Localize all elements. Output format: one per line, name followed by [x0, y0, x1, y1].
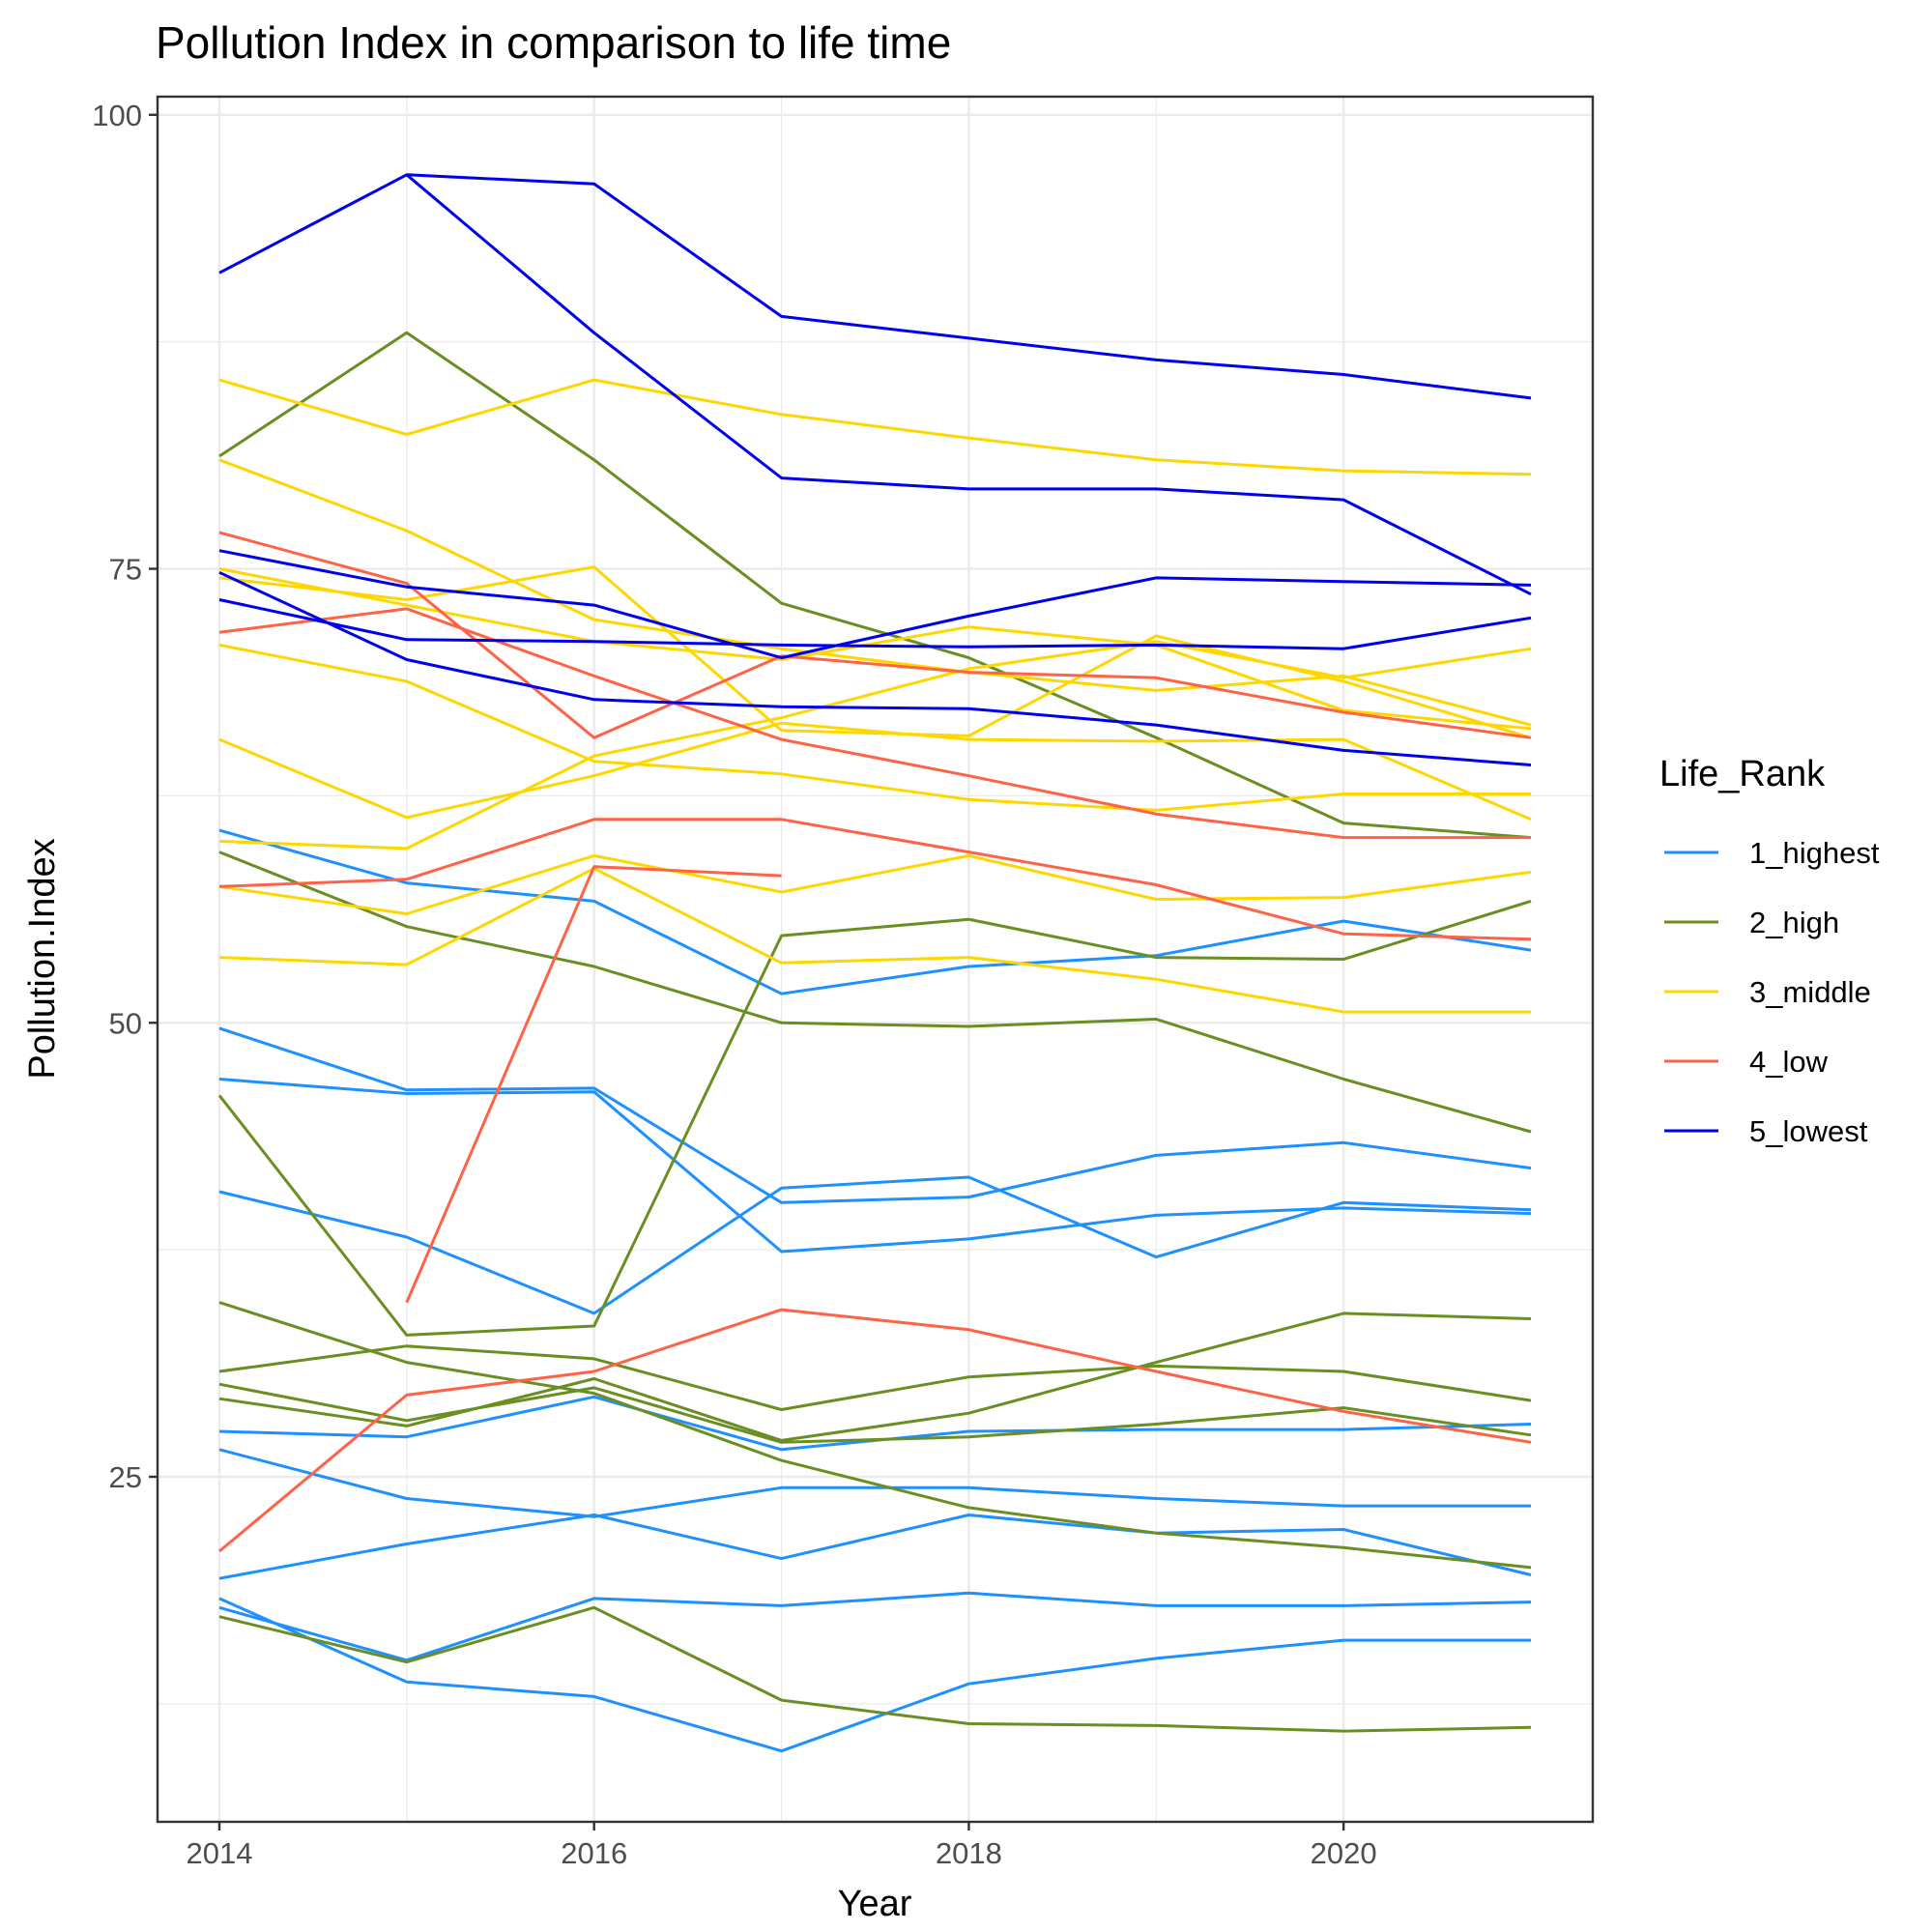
x-tick-label: 2014	[186, 1836, 252, 1870]
series-line-5_lowest-35	[218, 570, 1532, 766]
minor-gridlines	[158, 97, 1593, 1822]
series-line-3_middle-25	[218, 867, 1531, 1014]
series-line-3_middle-22	[218, 721, 1532, 822]
series-line-2_high-14	[218, 1344, 1532, 1411]
legend-label-3_middle: 3_middle	[1749, 975, 1871, 1009]
series-line-2_high-13	[218, 1301, 1532, 1570]
series-line-3_middle-23	[218, 640, 1532, 851]
series-line-1_highest-7	[218, 1514, 1532, 1580]
y-tick-label: 50	[109, 1006, 142, 1040]
legend: Life_Rank 1_highest 2_high 3_middle 4_low 5_…	[1659, 754, 1880, 1148]
series-line-2_high-16	[218, 1312, 1532, 1442]
series-line-5_lowest-34	[218, 598, 1532, 650]
series-line-2_high-17	[218, 1605, 1532, 1733]
series-line-3_middle-20	[218, 565, 1532, 739]
legend-label-2_high: 2_high	[1749, 906, 1839, 939]
x-tick-label: 2020	[1311, 1836, 1377, 1870]
series-line-2_high-10	[218, 331, 1532, 840]
y-tick-label: 100	[92, 99, 142, 132]
series-line-4_low-27	[218, 531, 1532, 739]
y-axis-ticks: 25 50 75 100	[92, 99, 158, 1494]
legend-label-4_low: 4_low	[1749, 1045, 1829, 1079]
legend-label-1_highest: 1_highest	[1749, 836, 1880, 870]
series-line-1_highest-6	[218, 1448, 1531, 1518]
legend-title: Life_Rank	[1659, 754, 1826, 794]
series-line-1_highest-9	[218, 1597, 1531, 1753]
series-line-3_middle-19	[218, 458, 1532, 727]
series-line-4_low-30	[405, 865, 782, 1304]
series-line-2_high-12	[217, 899, 1532, 1337]
series-lines	[217, 173, 1532, 1753]
series-line-1_highest-8	[218, 1591, 1532, 1662]
chart-title: Pollution Index in comparison to life ti…	[156, 17, 951, 68]
series-line-2_high-11	[218, 851, 1532, 1134]
series-line-1_highest-3	[218, 1078, 1532, 1254]
y-tick-label: 25	[109, 1460, 142, 1494]
y-tick-label: 75	[109, 553, 142, 587]
series-line-1_highest-4	[218, 1175, 1532, 1315]
x-tick-label: 2018	[936, 1836, 1002, 1870]
series-line-3_middle-24	[218, 853, 1532, 915]
series-line-5_lowest-36	[405, 173, 1532, 596]
series-line-4_low-29	[218, 818, 1532, 941]
series-line-3_middle-18	[218, 378, 1532, 476]
x-tick-label: 2016	[561, 1836, 627, 1870]
series-line-2_high-15	[218, 1382, 1532, 1444]
y-axis-title: Pollution.Index	[22, 838, 63, 1079]
x-axis-ticks: 2014 2016 2018 2020	[186, 1822, 1377, 1870]
series-line-4_low-31	[218, 1308, 1532, 1553]
series-line-3_middle-21	[218, 643, 1531, 812]
series-line-5_lowest-32	[218, 173, 1532, 400]
series-line-5_lowest-33	[218, 549, 1532, 660]
series-line-3_middle-26	[218, 567, 1532, 731]
series-line-4_low-28	[218, 607, 1531, 840]
series-line-1_highest-2	[218, 1026, 1532, 1204]
legend-label-5_lowest: 5_lowest	[1749, 1114, 1868, 1148]
x-axis-title: Year	[838, 1884, 912, 1924]
plot-panel-border	[156, 95, 1595, 1824]
